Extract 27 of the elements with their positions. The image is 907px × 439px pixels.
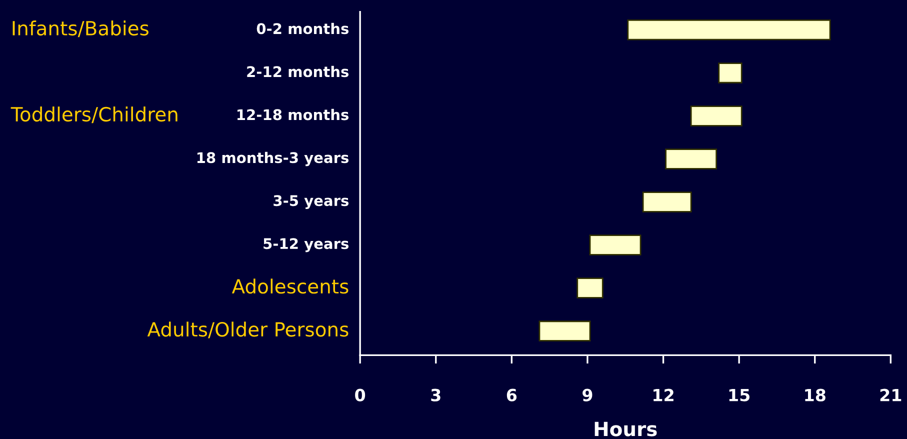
x-axis-title: Hours (594, 422, 657, 436)
y-tick-label: Adults/Older Persons (147, 322, 348, 338)
bar (642, 192, 692, 212)
bar (589, 234, 642, 256)
y-tick-label: 0-2 months (256, 22, 349, 34)
x-tick-label: 18 (805, 388, 826, 402)
bar (690, 106, 742, 126)
x-tick-label: 15 (729, 388, 750, 402)
x-tick-label: 21 (880, 388, 902, 402)
y-tick-label: Adolescents (232, 278, 348, 294)
bar (627, 20, 831, 40)
x-tick-label: 12 (654, 388, 674, 402)
x-tick-label: 3 (431, 388, 440, 402)
text: Toddlers/Children (10, 106, 178, 124)
y-tick-label: 18 months-3 years (197, 152, 349, 166)
bar (538, 320, 591, 342)
y-tick-label: 3-5 years (274, 195, 349, 210)
y-tick-label: 5-12 years (264, 238, 349, 252)
text: Infants/Babies (12, 20, 148, 38)
y-tick-label: 12-18 months (237, 108, 349, 120)
bar (718, 62, 742, 84)
x-tick-label: 9 (582, 388, 592, 402)
bar (665, 148, 718, 170)
y-tick-label: 2-12 months (247, 66, 349, 78)
x-tick-label: 0 (355, 388, 366, 402)
x-tick-label: 6 (506, 388, 517, 402)
bar (576, 278, 604, 298)
